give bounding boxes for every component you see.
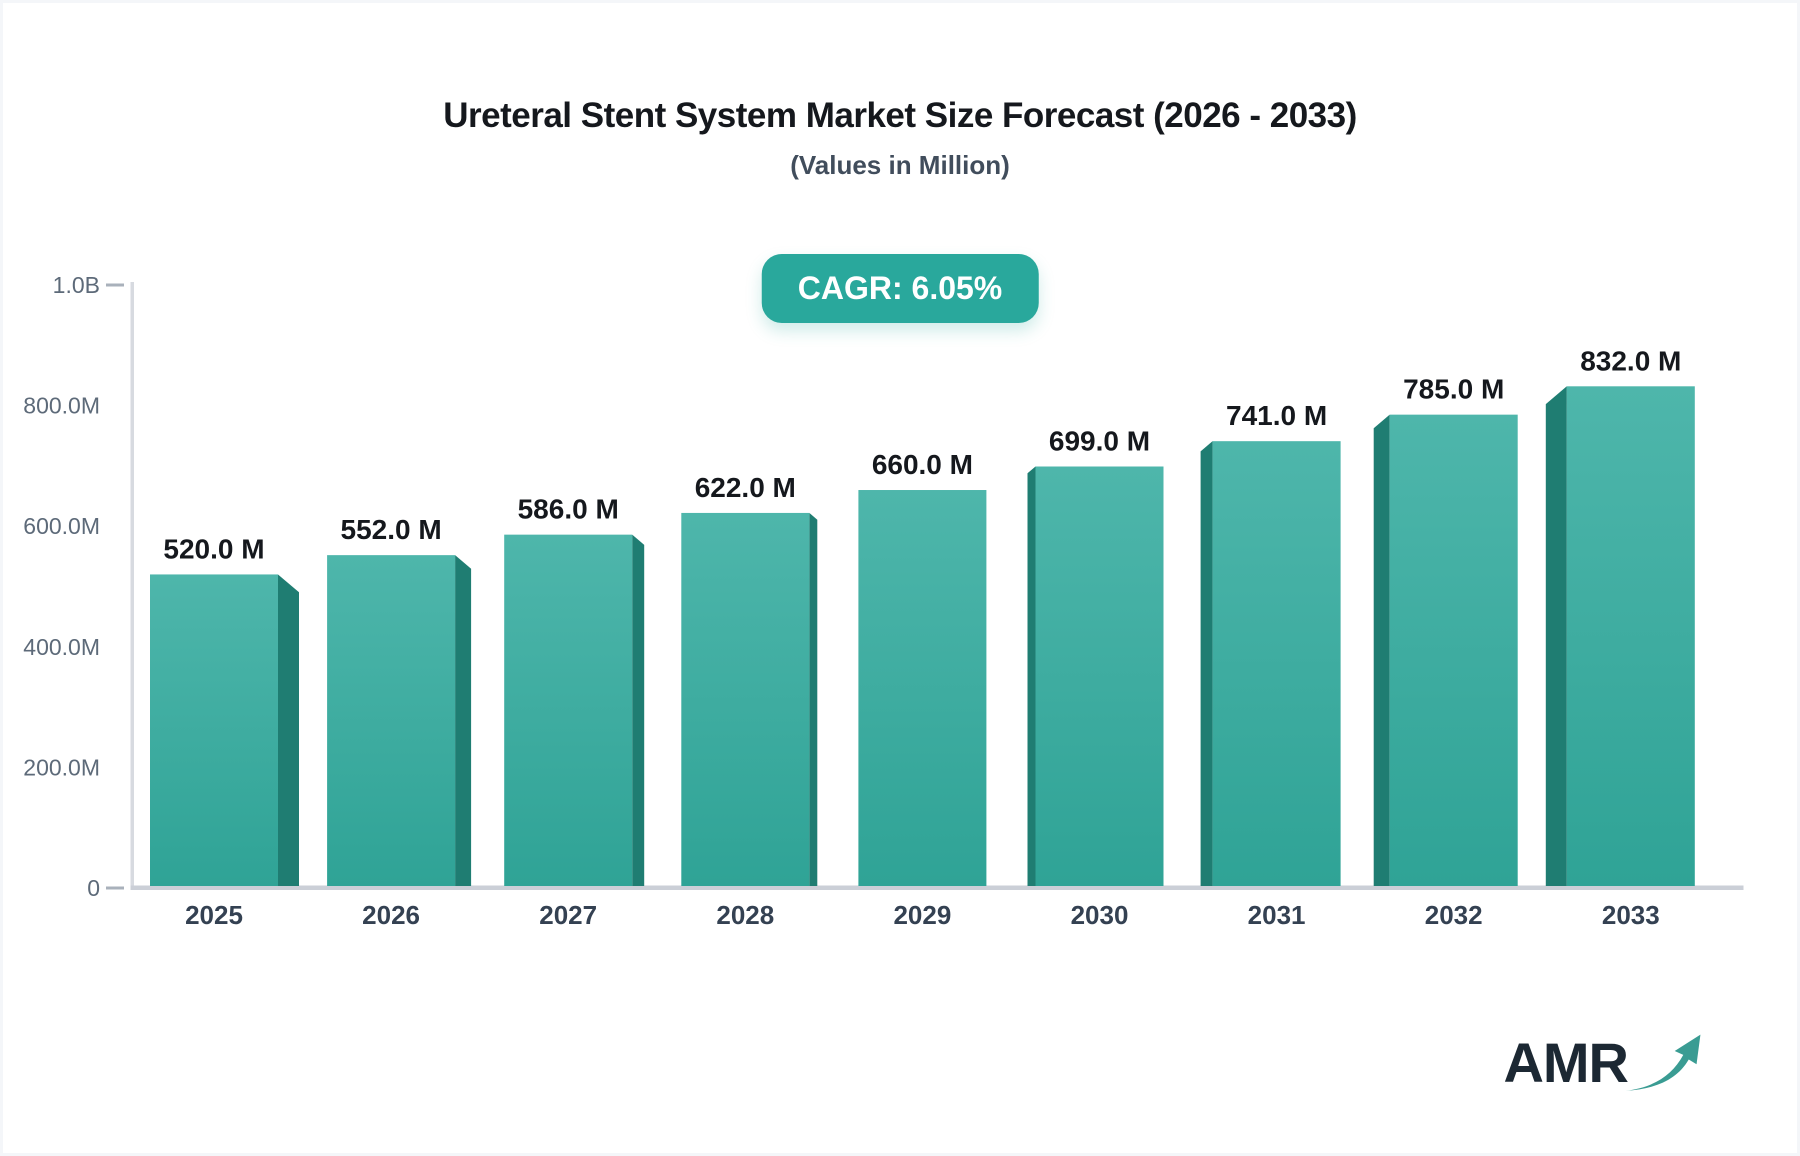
y-tick-label: 0: [87, 875, 100, 901]
y-tick-mark: [106, 283, 124, 287]
bar-side-face: [1545, 386, 1567, 886]
x-tick-label: 2026: [362, 900, 420, 930]
x-tick-label: 2031: [1248, 900, 1306, 930]
bar-value-label: 699.0 M: [1049, 426, 1150, 457]
bar-side-face: [1200, 441, 1213, 886]
bar-2032: [1389, 414, 1518, 886]
x-tick-label: 2033: [1602, 900, 1660, 930]
y-tick-label: 200.0M: [23, 754, 100, 780]
x-tick-label: 2028: [716, 900, 774, 930]
y-axis-line: [130, 282, 134, 890]
bar-2025: [150, 574, 278, 886]
x-tick-label: 2030: [1071, 900, 1129, 930]
bar-2026: [327, 555, 456, 886]
chart-header: Ureteral Stent System Market Size Foreca…: [0, 96, 1800, 181]
x-tick-label: 2025: [185, 900, 243, 930]
amr-logo-text: AMR: [1503, 1030, 1629, 1094]
cagr-badge: CAGR: 6.05%: [761, 254, 1039, 323]
y-tick-label: 600.0M: [23, 513, 100, 539]
y-tick-label: 400.0M: [23, 634, 100, 660]
bar-2031: [1212, 441, 1341, 886]
bar-side-face: [1373, 414, 1390, 886]
bar-2028: [681, 512, 810, 886]
bar-value-label: 785.0 M: [1403, 374, 1504, 405]
chart-subtitle: (Values in Million): [790, 150, 1010, 180]
x-axis-baseline: [130, 885, 1744, 890]
x-tick-label: 2032: [1425, 900, 1483, 930]
bar-value-label: 520.0 M: [163, 533, 264, 564]
bar-2033: [1566, 386, 1695, 886]
bar-2029: [858, 490, 987, 886]
bar-value-label: 660.0 M: [872, 449, 973, 480]
bar-2030: [1035, 466, 1164, 886]
amr-logo: AMR: [1503, 1020, 1702, 1104]
bar-2027: [504, 534, 633, 886]
chart-title: Ureteral Stent System Market Size Foreca…: [443, 96, 1357, 135]
bar-side-face: [455, 555, 472, 886]
x-tick-label: 2027: [539, 900, 597, 930]
bar-side-face: [809, 512, 818, 886]
bar-value-label: 622.0 M: [695, 472, 796, 503]
bar-side-face: [278, 574, 299, 886]
bar-value-label: 552.0 M: [341, 514, 442, 545]
bar-side-face: [632, 534, 645, 886]
y-tick-label: 1.0B: [53, 272, 100, 298]
growth-arrow-icon: [1625, 1034, 1701, 1091]
y-tick-mark: [106, 886, 124, 890]
bar-value-label: 832.0 M: [1580, 345, 1681, 376]
x-tick-label: 2029: [893, 900, 951, 930]
bar-value-label: 741.0 M: [1226, 400, 1327, 431]
y-tick-label: 800.0M: [23, 393, 100, 419]
bar-side-face: [1027, 466, 1036, 886]
bar-value-label: 586.0 M: [518, 494, 619, 525]
